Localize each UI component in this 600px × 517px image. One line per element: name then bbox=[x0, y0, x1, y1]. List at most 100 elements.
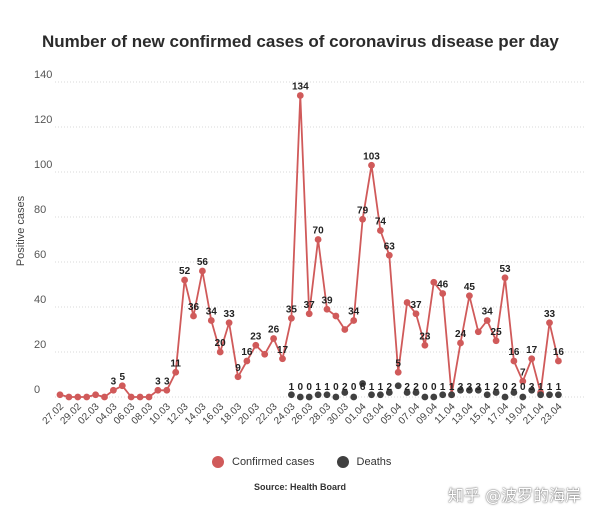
y-tick-label: 140 bbox=[34, 69, 52, 81]
point-confirmed bbox=[474, 328, 482, 336]
point-confirmed bbox=[288, 314, 295, 322]
data-label-confirmed: 103 bbox=[363, 151, 380, 162]
data-label-confirmed: 5 bbox=[395, 358, 401, 369]
y-tick-label: 20 bbox=[34, 339, 46, 351]
point-deaths bbox=[448, 391, 455, 399]
y-tick-label: 100 bbox=[34, 159, 52, 171]
point-confirmed bbox=[234, 373, 242, 381]
legend-item-confirmed: Confirmed cases bbox=[212, 456, 315, 468]
data-label-deaths: 0 bbox=[520, 382, 526, 393]
legend-label-confirmed: Confirmed cases bbox=[232, 456, 315, 468]
data-label-deaths: 0 bbox=[351, 382, 357, 393]
data-label-confirmed: 26 bbox=[268, 325, 280, 336]
data-label-confirmed: 5 bbox=[120, 372, 126, 383]
data-label-confirmed: 3 bbox=[164, 376, 170, 387]
data-label-deaths: 3 bbox=[467, 382, 473, 393]
data-label-deaths: 1 bbox=[538, 382, 544, 393]
point-confirmed bbox=[323, 305, 331, 313]
point-confirmed bbox=[261, 350, 269, 358]
point-confirmed bbox=[492, 337, 500, 345]
data-label-deaths: 1 bbox=[440, 382, 446, 393]
point-confirmed bbox=[368, 161, 375, 169]
point-deaths bbox=[368, 391, 375, 399]
data-label-deaths: 1 bbox=[315, 382, 321, 393]
data-label-confirmed: 23 bbox=[250, 331, 262, 342]
series-line-confirmed bbox=[59, 94, 560, 398]
point-deaths bbox=[314, 391, 322, 399]
data-label-deaths: 1 bbox=[556, 382, 562, 393]
point-confirmed bbox=[385, 251, 393, 259]
point-confirmed bbox=[145, 393, 153, 401]
point-deaths bbox=[305, 393, 313, 401]
data-label-confirmed: 74 bbox=[375, 217, 387, 228]
point-confirmed bbox=[74, 393, 82, 401]
data-label-deaths: 2 bbox=[493, 382, 499, 393]
point-confirmed bbox=[243, 357, 251, 365]
data-label-deaths: 1 bbox=[484, 382, 490, 393]
point-confirmed bbox=[341, 326, 349, 333]
data-label-confirmed: 37 bbox=[410, 300, 422, 311]
data-label-confirmed: 45 bbox=[464, 282, 476, 293]
point-confirmed bbox=[466, 292, 473, 300]
data-label-confirmed: 39 bbox=[321, 295, 333, 306]
point-confirmed bbox=[225, 319, 233, 327]
point-confirmed bbox=[181, 276, 189, 284]
y-tick-label: 0 bbox=[34, 384, 40, 396]
point-confirmed bbox=[332, 312, 340, 320]
source-note: Source: Health Board bbox=[253, 482, 347, 492]
data-label-deaths: 3 bbox=[458, 382, 464, 393]
data-label-confirmed: 3 bbox=[111, 376, 117, 387]
point-deaths bbox=[457, 386, 464, 394]
data-label-confirmed: 79 bbox=[357, 205, 369, 216]
data-label-confirmed: 52 bbox=[179, 266, 191, 277]
data-label-confirmed: 33 bbox=[544, 309, 556, 320]
point-deaths bbox=[323, 391, 331, 399]
data-label-deaths: 0 bbox=[298, 382, 304, 393]
y-tick-label: 60 bbox=[34, 249, 46, 261]
data-label-deaths: 2 bbox=[342, 382, 348, 393]
point-deaths bbox=[528, 386, 536, 394]
point-confirmed bbox=[510, 357, 518, 365]
data-label-confirmed: 23 bbox=[419, 331, 431, 342]
point-confirmed bbox=[199, 267, 206, 275]
point-confirmed bbox=[412, 310, 420, 318]
data-label-confirmed: 37 bbox=[304, 300, 316, 311]
point-deaths bbox=[412, 389, 420, 396]
data-labels: 3 5 3 3115236563420339162326173513437703934… bbox=[111, 82, 565, 394]
point-deaths bbox=[501, 393, 509, 401]
y-tick-labels: 0 20 40 60 80 100 120 140 bbox=[34, 69, 52, 396]
point-confirmed bbox=[394, 368, 402, 376]
legend: Confirmed cases Deaths bbox=[212, 456, 413, 468]
point-deaths bbox=[296, 393, 304, 401]
y-tick-label: 40 bbox=[34, 294, 46, 306]
x-tick-label: 23.04 bbox=[539, 401, 565, 427]
point-confirmed bbox=[163, 386, 171, 394]
point-confirmed bbox=[172, 368, 180, 376]
data-label-confirmed: 17 bbox=[526, 345, 538, 356]
point-deaths bbox=[510, 389, 518, 396]
point-deaths bbox=[385, 389, 393, 396]
point-confirmed bbox=[83, 393, 91, 401]
data-label-deaths: 0 bbox=[422, 382, 428, 393]
point-deaths bbox=[466, 386, 473, 394]
data-label-deaths: 1 bbox=[449, 382, 455, 393]
data-label-deaths: 2 bbox=[404, 382, 410, 393]
point-confirmed bbox=[270, 335, 277, 342]
point-confirmed bbox=[359, 215, 366, 223]
data-label-confirmed: 34 bbox=[348, 307, 360, 318]
data-label-deaths: 0 bbox=[431, 382, 437, 393]
point-confirmed bbox=[350, 317, 358, 324]
data-label-deaths: 0 bbox=[333, 382, 339, 393]
point-deaths bbox=[288, 391, 295, 399]
point-confirmed bbox=[279, 355, 286, 363]
point-confirmed bbox=[528, 355, 536, 363]
point-deaths bbox=[377, 391, 384, 399]
point-confirmed bbox=[65, 393, 73, 401]
legend-swatch-deaths bbox=[336, 456, 349, 468]
point-deaths bbox=[359, 380, 366, 387]
point-confirmed bbox=[154, 386, 162, 394]
data-label-confirmed: 63 bbox=[384, 241, 396, 252]
y-tick-label: 80 bbox=[34, 204, 46, 216]
point-confirmed bbox=[430, 278, 438, 286]
data-label-confirmed: 33 bbox=[224, 309, 236, 320]
